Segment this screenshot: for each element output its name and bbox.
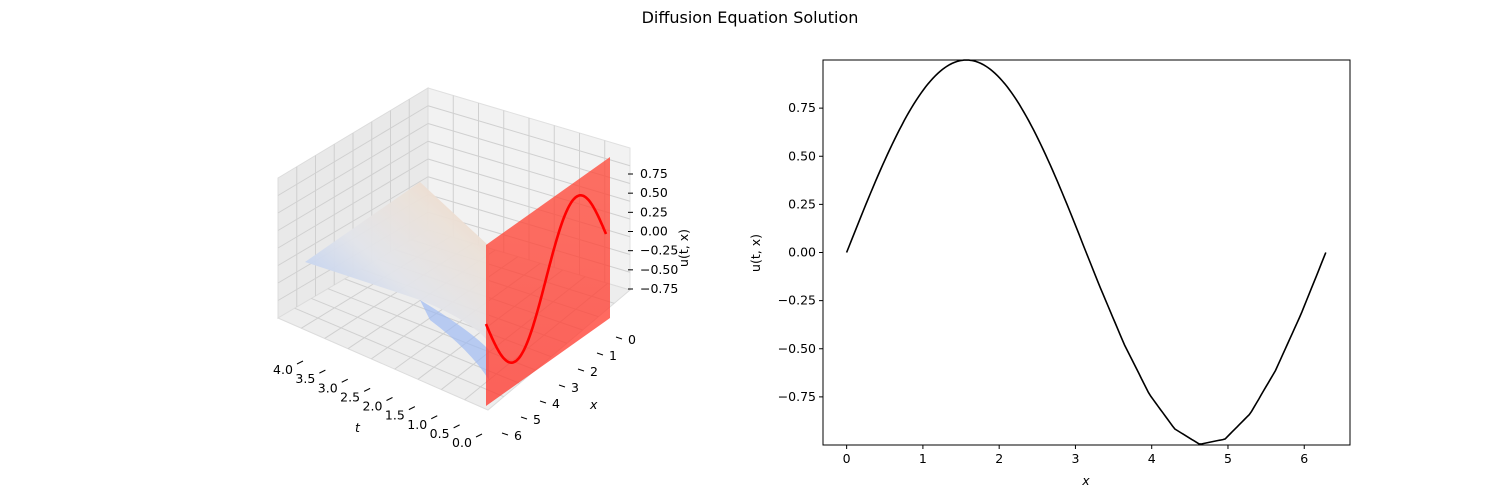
t-tick-label: 2.0 xyxy=(363,399,383,414)
series-line xyxy=(845,59,1327,445)
initial-slice-plane xyxy=(486,157,610,406)
x-tick-3d xyxy=(539,400,547,404)
t-axis-label: t xyxy=(355,420,361,435)
x-tick-3d xyxy=(520,416,528,420)
x-tick-label: 4 xyxy=(1148,451,1156,466)
t-tick xyxy=(475,433,483,438)
x-tick-3d xyxy=(558,384,566,388)
x-tick-label-3d: 4 xyxy=(552,396,560,411)
x-tick-label-3d: 2 xyxy=(590,364,598,379)
solution-surface xyxy=(305,182,489,342)
y-tick-label: 0.50 xyxy=(788,148,816,163)
y-tick-label: −0.50 xyxy=(778,341,816,356)
x-tick-label: 5 xyxy=(1224,451,1232,466)
z-tick-label: −0.75 xyxy=(640,281,678,296)
initial-condition-curve xyxy=(484,194,608,364)
x-axis-label-3d: x xyxy=(589,397,598,412)
x-tick-label: 6 xyxy=(1300,451,1308,466)
figure-title: Diffusion Equation Solution xyxy=(641,8,859,27)
y-tick-label: −0.75 xyxy=(778,389,816,404)
t-tick xyxy=(319,369,326,374)
y-tick-label: −0.25 xyxy=(778,293,816,308)
z-tick-label: 0.25 xyxy=(640,204,668,219)
x-tick-label: 2 xyxy=(995,451,1003,466)
t-tick xyxy=(431,415,438,420)
t-tick xyxy=(363,387,371,392)
t-tick-label: 3.0 xyxy=(318,380,338,395)
z-tick-label: 0.50 xyxy=(640,185,668,200)
x-tick-label-3d: 3 xyxy=(571,380,579,395)
x-tick-3d xyxy=(615,336,623,340)
x-tick-label: 0 xyxy=(843,451,851,466)
x-tick-label-3d: 6 xyxy=(514,428,522,443)
x-tick-label: 1 xyxy=(919,451,927,466)
y-tick-label: 0.75 xyxy=(788,100,816,115)
t-tick-label: 4.0 xyxy=(273,362,293,377)
axes-2d-ticks: 0 1 2 3 4 5 6 −0.75 −0.50 −0.25 0.00 0.25 0.50 0.75 xyxy=(778,100,1309,466)
z-tick-label: 0.75 xyxy=(640,166,668,181)
x-tick-label-3d: 1 xyxy=(609,348,617,363)
t-tick-label: 0.0 xyxy=(452,435,472,450)
x-tick-3d xyxy=(577,368,585,372)
y-axis-label: u(t, x) xyxy=(748,234,763,272)
x-axis-label: x xyxy=(1081,473,1090,488)
z-axis-label-3d: u(t, x) xyxy=(676,229,691,267)
t-tick xyxy=(296,360,304,365)
x-tick-3d xyxy=(596,352,604,356)
t-tick xyxy=(408,406,416,411)
x-tick-label: 3 xyxy=(1071,451,1079,466)
z-tick-label: −0.25 xyxy=(640,243,678,258)
x-tick-label-3d: 5 xyxy=(533,412,541,427)
t-tick-label: 3.5 xyxy=(295,371,315,386)
t-tick-label: 2.5 xyxy=(340,389,360,404)
t-tick xyxy=(386,397,393,401)
y-tick-label: 0.25 xyxy=(788,196,816,211)
z-tick-label: 0.00 xyxy=(640,224,668,239)
t-tick xyxy=(341,378,348,383)
t-tick xyxy=(453,424,460,429)
y-tick-label: 0.00 xyxy=(788,245,816,260)
surface-dip xyxy=(420,300,489,380)
x-tick-label-3d: 0 xyxy=(628,332,636,347)
z-tick-label: −0.50 xyxy=(640,262,678,277)
t-tick-label: 1.5 xyxy=(385,408,405,423)
x-tick-3d xyxy=(501,432,509,436)
t-tick-label: 0.5 xyxy=(430,426,450,441)
t-tick-label: 1.0 xyxy=(407,417,427,432)
